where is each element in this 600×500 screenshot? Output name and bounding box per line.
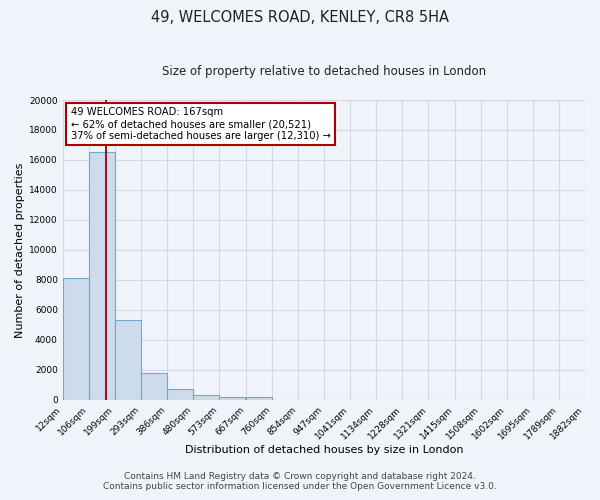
Bar [141,373,167,400]
Y-axis label: Number of detached properties: Number of detached properties [15,162,25,338]
Bar [89,152,115,400]
Text: 49 WELCOMES ROAD: 167sqm
← 62% of detached houses are smaller (20,521)
37% of se: 49 WELCOMES ROAD: 167sqm ← 62% of detach… [71,108,331,140]
Bar [167,390,193,400]
Bar [193,396,220,400]
Text: 49, WELCOMES ROAD, KENLEY, CR8 5HA: 49, WELCOMES ROAD, KENLEY, CR8 5HA [151,10,449,25]
Title: Size of property relative to detached houses in London: Size of property relative to detached ho… [162,65,486,78]
Bar [245,397,272,400]
Bar [220,397,245,400]
Bar [115,320,141,400]
X-axis label: Distribution of detached houses by size in London: Distribution of detached houses by size … [185,445,463,455]
Bar [63,278,89,400]
Text: Contains HM Land Registry data © Crown copyright and database right 2024.
Contai: Contains HM Land Registry data © Crown c… [103,472,497,491]
